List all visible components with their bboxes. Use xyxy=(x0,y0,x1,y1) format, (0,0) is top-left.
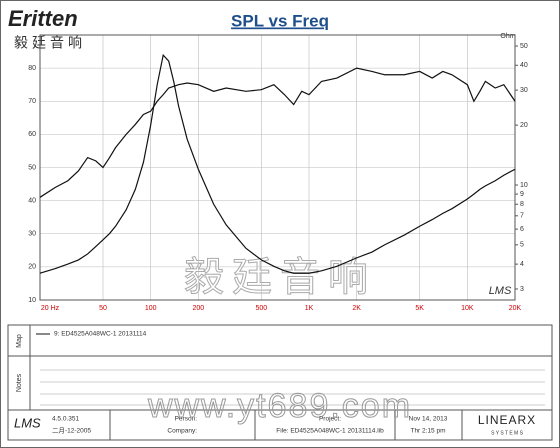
x-tick-label: 20 Hz xyxy=(41,305,60,312)
map-entry: 9: ED4525A048WC-1 20131114 xyxy=(54,331,147,338)
y-tick-label: 20 xyxy=(28,264,36,271)
x-tick-label: 50 xyxy=(99,305,107,312)
plot-frame xyxy=(39,34,516,301)
x-tick-label: 100 xyxy=(145,305,157,312)
y2-tick-label: 5 xyxy=(520,242,524,249)
x-tick-label: 10K xyxy=(461,305,474,312)
footer-version: 4.5.0.351 xyxy=(52,416,79,423)
footer-dividers xyxy=(109,410,463,440)
footer-person: Person: xyxy=(175,416,198,423)
chart-title: SPL vs Freq xyxy=(231,11,329,30)
corner-mark: LMS xyxy=(489,285,512,297)
y-tick-label: 80 xyxy=(28,65,36,72)
notes-label: Notes xyxy=(16,373,23,392)
y-tick-label: 70 xyxy=(28,98,36,105)
x-tick-label: 20K xyxy=(509,305,522,312)
series-line xyxy=(39,67,516,198)
footer-print-time: Thr 2:15 pm xyxy=(410,428,445,435)
y2-tick-label: 8 xyxy=(520,201,524,208)
y2-tick-label: 4 xyxy=(520,261,524,268)
y2-tick-label: 7 xyxy=(520,213,524,220)
x-tick-label: 200 xyxy=(192,305,204,312)
watermark: 毅廷音响 xyxy=(184,256,376,300)
info-box xyxy=(7,324,553,441)
footer-company: Company: xyxy=(167,428,197,435)
map-label: Map xyxy=(16,334,23,348)
y2-tick-label: 10 xyxy=(520,182,528,189)
footer-brand-sub: S Y S T E M S xyxy=(491,430,524,436)
footer-print-date: Nov 14, 2013 xyxy=(409,416,448,423)
y2-tick-label: 30 xyxy=(520,87,528,94)
y2-tick-label: 20 xyxy=(520,122,528,129)
x-tick-label: 500 xyxy=(255,305,267,312)
footer-software: LMS xyxy=(14,415,41,430)
y2-tick-label: 9 xyxy=(520,191,524,198)
y-tick-label: 10 xyxy=(28,297,36,304)
watermark-url: www.yt689.com xyxy=(147,387,412,425)
logo-chinese: 毅廷音响 xyxy=(14,35,86,51)
y-tick-label: 50 xyxy=(28,164,36,171)
y2-tick-label: 40 xyxy=(520,62,528,69)
x-tick-label: 1K xyxy=(305,305,314,312)
note-lines xyxy=(40,369,545,406)
footer-date: 二月-12-2005 xyxy=(52,427,91,435)
y-tick-label: 30 xyxy=(28,231,36,238)
logo-brand: Eritten xyxy=(8,6,78,31)
y-tick-label: 60 xyxy=(28,131,36,138)
x-tick-label: 5K xyxy=(415,305,424,312)
y2-tick-label: 3 xyxy=(520,286,524,293)
y2-axis-label: Ohm xyxy=(500,33,515,40)
y2-tick-label: 50 xyxy=(520,43,528,50)
series-line xyxy=(39,53,516,274)
y2-tick-label: 6 xyxy=(520,226,524,233)
footer-file: File: ED4525A048WC-1 20131114.lib xyxy=(276,428,384,435)
x-tick-label: 2K xyxy=(352,305,361,312)
footer-brand: LINEARX xyxy=(478,413,536,427)
footer-project: Project: xyxy=(319,416,341,423)
y-tick-label: 40 xyxy=(28,197,36,204)
